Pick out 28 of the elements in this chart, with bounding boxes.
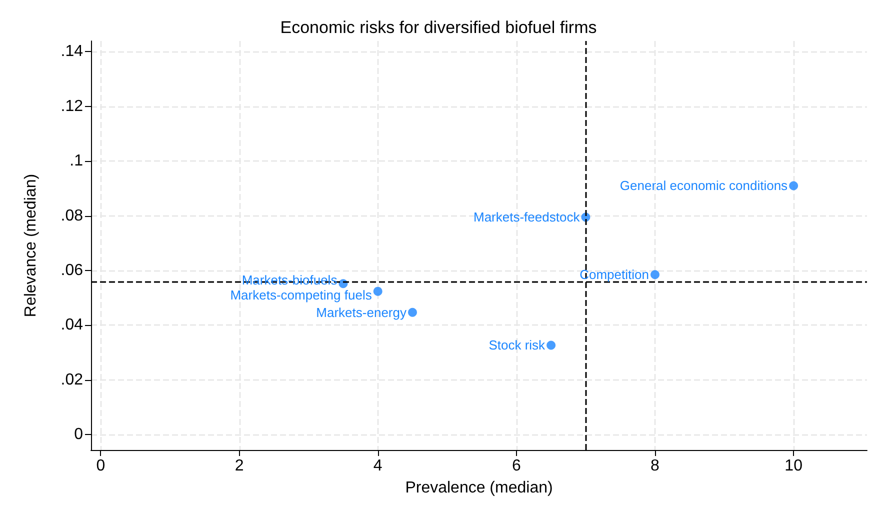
y-tick-label: .04 xyxy=(60,316,84,334)
point xyxy=(650,270,660,280)
y-axis-title: Relevance (median) xyxy=(22,174,40,318)
annotation: Markets-feedstock xyxy=(473,210,580,225)
point xyxy=(546,340,556,350)
annotation: Markets-competing fuels xyxy=(230,287,372,302)
y-tick-label: .14 xyxy=(60,43,84,60)
annotation: Competition xyxy=(580,267,649,282)
y-tick-label: .02 xyxy=(60,371,84,388)
x-tick-label: 4 xyxy=(373,458,382,474)
x-tick-label: 2 xyxy=(234,458,244,474)
y-tick-label: .08 xyxy=(60,207,84,224)
y-tick-label: .12 xyxy=(60,98,84,115)
x-axis-title: Prevalence (median) xyxy=(405,480,553,496)
annotation: Stock risk xyxy=(488,338,546,353)
point xyxy=(789,181,798,190)
x-tick-label: 6 xyxy=(512,458,521,474)
point xyxy=(373,286,382,296)
x-tick-label: 10 xyxy=(784,458,803,474)
annotation: General economic conditions xyxy=(620,178,788,194)
x-tick-label: 0 xyxy=(96,458,106,474)
chart-title: Economic risks for diversified biofuel firms xyxy=(280,18,597,37)
annotation: Markets-energy xyxy=(316,304,407,320)
y-tick-label: .06 xyxy=(60,262,84,280)
point xyxy=(408,308,417,317)
x-tick-label: 8 xyxy=(650,458,660,474)
y-tick-label: .1 xyxy=(70,152,84,170)
y-tick-label: 0 xyxy=(74,426,84,444)
